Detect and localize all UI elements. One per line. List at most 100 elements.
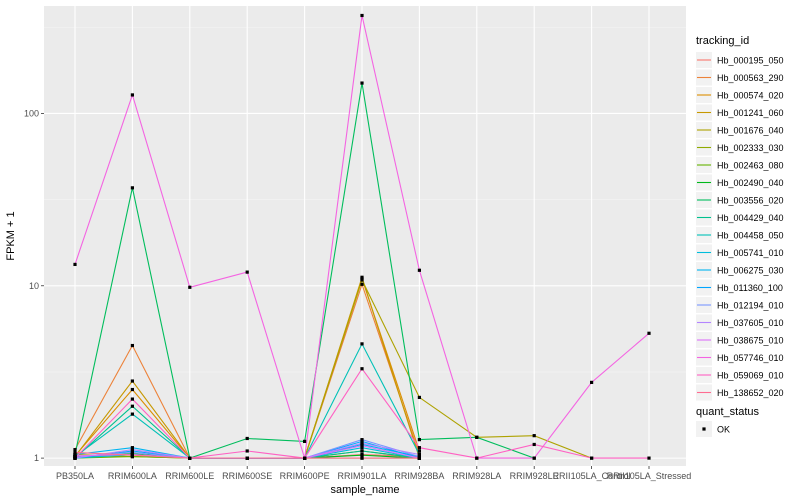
- data-point: [647, 456, 651, 460]
- data-point: [130, 412, 134, 416]
- legend-label: Hb_000563_290: [717, 73, 784, 83]
- legend-label: Hb_002463_080: [717, 161, 784, 171]
- data-point: [130, 93, 134, 97]
- data-point: [245, 449, 249, 453]
- legend-label: Hb_006275_030: [717, 266, 784, 276]
- data-point: [360, 282, 364, 286]
- data-point: [360, 342, 364, 346]
- data-point: [130, 404, 134, 408]
- data-point: [245, 436, 249, 441]
- legend: tracking_id quant_status Hb_000195_050 Hb…: [696, 35, 784, 437]
- x-axis-title: sample_name: [330, 484, 399, 496]
- data-point: [360, 453, 364, 457]
- y-tick-label: 100: [24, 108, 39, 118]
- data-point: [360, 438, 364, 442]
- data-point: [360, 446, 364, 450]
- data-point: [475, 435, 479, 439]
- data-point: [417, 456, 421, 460]
- data-point: [532, 434, 536, 438]
- data-point: [532, 442, 536, 447]
- legend-title: tracking_id: [696, 35, 749, 47]
- data-point: [188, 456, 192, 460]
- data-point: [360, 367, 364, 371]
- data-point: [245, 456, 249, 460]
- x-tick-label: RRIM928LA: [452, 471, 501, 481]
- data-point: [417, 268, 421, 272]
- legend-label: Hb_003556_020: [717, 196, 784, 206]
- legend-label: Hb_002490_040: [717, 178, 784, 188]
- data-point: [360, 444, 364, 448]
- data-point: [417, 438, 421, 442]
- data-point: [303, 439, 307, 444]
- data-point: [417, 395, 421, 400]
- legend-label: Hb_001676_040: [717, 126, 784, 136]
- y-tick-label: 1: [34, 453, 39, 463]
- data-point: [360, 449, 364, 453]
- data-point: [590, 380, 594, 384]
- data-point: [417, 449, 421, 453]
- data-point: [130, 453, 134, 457]
- data-point: [73, 454, 77, 458]
- data-point: [303, 456, 307, 460]
- data-point: [130, 343, 134, 348]
- status-legend-title: quant_status: [696, 406, 759, 418]
- legend-label: Hb_012194_010: [717, 301, 784, 311]
- data-point: [130, 397, 134, 401]
- legend-label: Hb_037605_010: [717, 318, 784, 328]
- legend-label: Hb_002333_030: [717, 143, 784, 153]
- data-point: [73, 448, 77, 452]
- legend-label: Hb_005741_010: [717, 248, 784, 258]
- legend-label: Hb_059069_010: [717, 371, 784, 381]
- x-tick-label: PB350LA: [56, 471, 94, 481]
- data-point: [417, 452, 421, 457]
- data-point: [360, 439, 364, 444]
- data-point: [360, 81, 364, 85]
- data-point: [130, 387, 134, 392]
- data-point: [130, 186, 134, 190]
- status-label: OK: [717, 425, 730, 435]
- legend-label: Hb_000195_050: [717, 56, 784, 66]
- data-point: [130, 450, 134, 454]
- legend-label: Hb_000574_020: [717, 91, 784, 101]
- data-point: [475, 456, 479, 460]
- legend-label: Hb_004429_040: [717, 213, 784, 223]
- data-point: [590, 456, 594, 460]
- data-point: [130, 448, 134, 452]
- x-tick-label: RRII105LA_Stressed: [607, 471, 692, 481]
- x-tick-label: RRIM928BA: [394, 471, 444, 481]
- legend-label: Hb_057746_010: [717, 353, 784, 363]
- y-axis-title: FPKM + 1: [5, 211, 17, 260]
- data-point: [647, 331, 651, 335]
- panel-background: [44, 6, 686, 466]
- data-point: [130, 379, 134, 383]
- data-point: [360, 13, 364, 18]
- x-tick-label: RRIM600LE: [165, 471, 214, 481]
- data-point: [73, 456, 77, 460]
- legend-label: Hb_011360_100: [717, 283, 783, 293]
- legend-label: Hb_004458_050: [717, 231, 784, 241]
- axis-layer: 1 10 100 PB350LA RRIM600LA RRIM600LE RRIM600SE…: [24, 108, 691, 481]
- x-tick-label: RRIM600PE: [280, 471, 330, 481]
- x-tick-label: RRIM600LA: [108, 471, 157, 481]
- x-tick-label: RRII105LA_Control: [553, 471, 631, 481]
- data-point: [73, 262, 77, 267]
- data-point: [360, 275, 364, 279]
- x-tick-label: RRIM901LA: [337, 471, 386, 481]
- status-key-point: [702, 427, 706, 431]
- legend-label: Hb_138652_020: [717, 388, 784, 398]
- x-tick-label: RRIM600SE: [222, 471, 272, 481]
- data-point: [130, 446, 134, 450]
- x-tick-label: RRIM928LE: [510, 471, 559, 481]
- legend-label: Hb_038675_010: [717, 336, 784, 346]
- data-point: [360, 278, 364, 282]
- data-point: [360, 456, 364, 460]
- data-point: [245, 270, 249, 274]
- data-point: [417, 446, 421, 450]
- y-tick-label: 10: [29, 281, 39, 291]
- point-layer: [73, 13, 651, 460]
- data-point: [360, 441, 364, 445]
- data-point: [188, 285, 192, 289]
- data-point: [73, 450, 77, 454]
